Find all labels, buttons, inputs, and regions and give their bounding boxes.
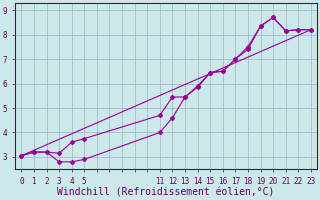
X-axis label: Windchill (Refroidissement éolien,°C): Windchill (Refroidissement éolien,°C) [58, 187, 275, 197]
